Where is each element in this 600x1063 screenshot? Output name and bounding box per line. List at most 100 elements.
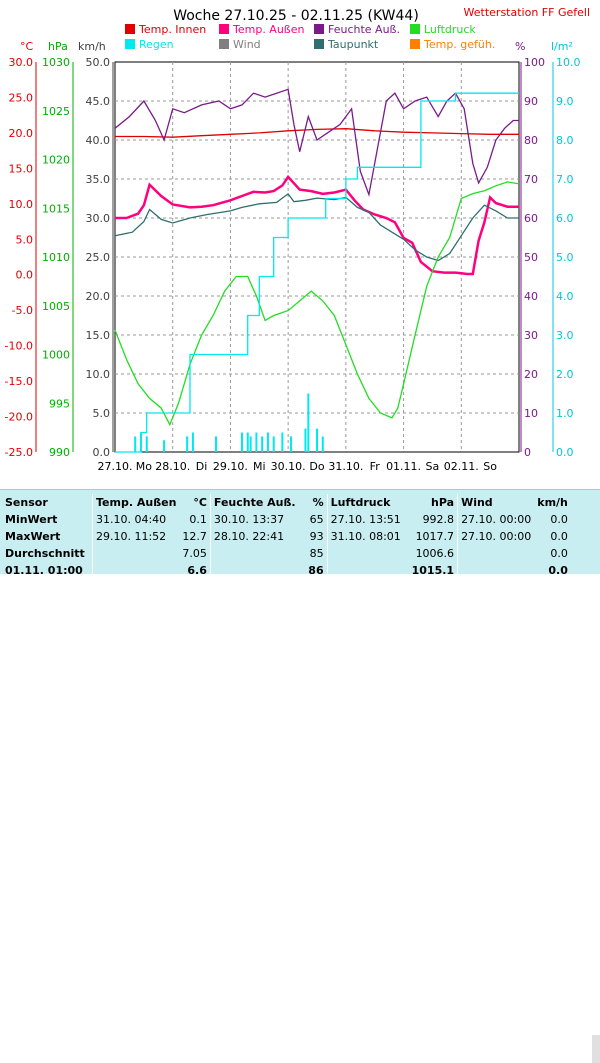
- wind-tick-label: 20.0: [86, 290, 111, 303]
- wind-tick-label: 40.0: [86, 134, 111, 147]
- legend: Temp. Innen Temp. Außen Feuchte Auß. Luftdr…: [125, 23, 495, 51]
- rain-unit-label: l/m²: [551, 40, 573, 53]
- rain-tick-label: 3.0: [556, 329, 574, 342]
- x-tick-label: 28.10.: [155, 460, 190, 473]
- plot-area: -25.0 -20.0 -15.0 -10.0 -5.0 0.0 5.0 10.0 15.0 20…: [5, 56, 581, 473]
- legend-label: Regen: [139, 38, 174, 51]
- temp-tick-label: 30.0: [9, 56, 34, 69]
- table-cell: [209, 562, 299, 579]
- wind-tick-label: 50.0: [86, 56, 111, 69]
- x-tick-label: 30.10.: [271, 460, 306, 473]
- header-wind: Wind: [457, 494, 535, 511]
- chart-title: Woche 27.10.25 - 02.11.25 (KW44): [173, 8, 419, 24]
- wind-tick-label: 0.0: [93, 446, 111, 459]
- series-taupunkt: [114, 192, 519, 262]
- table-cell: 0.1: [189, 513, 207, 526]
- table-row: 01.11. 01:00 6.6 86 1015.1 0.0: [2, 562, 571, 579]
- humidity-tick-label: 80: [524, 134, 538, 147]
- wind-tick-label: 5.0: [93, 407, 111, 420]
- temp-tick-label: -20.0: [5, 411, 33, 424]
- header-temp: Temp. Außen: [92, 494, 180, 511]
- legend-label: Luftdruck: [424, 23, 476, 36]
- table-cell: 0.0: [550, 530, 568, 543]
- x-tick-label: Sa: [426, 460, 440, 473]
- table-cell: 30.10. 13:37: [209, 511, 299, 528]
- rain-tick-label: 6.0: [556, 212, 574, 225]
- pressure-tick-label: 1000: [42, 349, 70, 362]
- rain-tick-label: 9.0: [556, 95, 574, 108]
- header-pressure: Luftdruck: [326, 494, 409, 511]
- weather-chart-page: Woche 27.10.25 - 02.11.25 (KW44) Wetters…: [0, 6, 600, 1063]
- table-cell: 7.05: [182, 547, 207, 560]
- table-cell: 0.0: [550, 547, 568, 560]
- temp-tick-label: -5.0: [12, 304, 33, 317]
- pressure-tick-label: 1020: [42, 154, 70, 167]
- humidity-tick-label: 90: [524, 95, 538, 108]
- temp-tick-label: 20.0: [9, 127, 34, 140]
- x-tick-label: Mi: [253, 460, 266, 473]
- table-cell: MaxWert: [5, 530, 61, 543]
- rain-tick-label: 1.0: [556, 407, 574, 420]
- temp-tick-label: -25.0: [5, 446, 33, 459]
- table-cell: [92, 562, 180, 579]
- table-cell: [457, 545, 535, 562]
- legend-swatch: [410, 39, 420, 49]
- weather-chart: Woche 27.10.25 - 02.11.25 (KW44) Wetters…: [5, 6, 590, 473]
- x-tick-label: 31.10.: [328, 460, 363, 473]
- x-tick-label: Do: [309, 460, 324, 473]
- rain-tick-label: 0.0: [556, 446, 574, 459]
- table-cell: MinWert: [5, 513, 58, 526]
- summary-table: Sensor Temp. Außen °C Feuchte Auß. % Luf…: [2, 494, 571, 579]
- table-cell: 6.6: [187, 564, 207, 577]
- table-cell: 86: [308, 564, 324, 577]
- x-tick-label: 02.11.: [444, 460, 479, 473]
- humidity-tick-label: 50: [524, 251, 538, 264]
- wind-tick-label: 35.0: [86, 173, 111, 186]
- scrollbar[interactable]: [592, 1035, 600, 1063]
- legend-swatch: [125, 39, 135, 49]
- summary-table-panel: Sensor Temp. Außen °C Feuchte Auß. % Luf…: [0, 489, 600, 1063]
- table-cell: 85: [309, 547, 324, 560]
- header-pressure-unit: hPa: [431, 496, 455, 509]
- rain-tick-label: 8.0: [556, 134, 574, 147]
- rain-tick-label: 2.0: [556, 368, 574, 381]
- pressure-tick-label: 990: [49, 446, 70, 459]
- table-cell: [209, 545, 299, 562]
- x-tick-label: So: [483, 460, 497, 473]
- humidity-tick-label: 10: [524, 407, 538, 420]
- x-tick-label: 01.11.: [386, 460, 421, 473]
- table-cell: 0.0: [550, 513, 568, 526]
- table-cell: 28.10. 22:41: [209, 528, 299, 545]
- wind-tick-label: 45.0: [86, 95, 111, 108]
- temp-tick-label: 0.0: [16, 269, 34, 282]
- table-cell: [457, 562, 535, 579]
- legend-swatch: [314, 39, 324, 49]
- table-cell: Durchschnitt: [5, 547, 85, 560]
- x-tick-label: Di: [196, 460, 208, 473]
- axis-units: °C hPa km/h % l/m²: [20, 40, 573, 53]
- series-regen: [115, 92, 519, 453]
- temp-tick-label: -10.0: [5, 340, 33, 353]
- series-temp-innen: [115, 128, 519, 138]
- humidity-tick-label: 20: [524, 368, 538, 381]
- humidity-tick-label: 60: [524, 212, 538, 225]
- rain-tick-label: 4.0: [556, 290, 574, 303]
- legend-swatch: [219, 24, 229, 34]
- table-cell: 31.10. 08:01: [326, 528, 409, 545]
- x-tick-label: 29.10.: [213, 460, 248, 473]
- table-cell: 93: [309, 530, 324, 543]
- legend-label: Temp. Außen: [232, 23, 305, 36]
- legend-label: Taupunkt: [327, 38, 379, 51]
- header-sensor: Sensor: [5, 496, 48, 509]
- temp-unit-label: °C: [20, 40, 34, 53]
- x-tick-label: Mo: [136, 460, 152, 473]
- pressure-unit-label: hPa: [48, 40, 68, 53]
- temp-tick-label: -15.0: [5, 375, 33, 388]
- temp-tick-label: 25.0: [9, 91, 34, 104]
- table-row: Durchschnitt 7.05 85 1006.6 0.0: [2, 545, 571, 562]
- legend-swatch: [125, 24, 135, 34]
- legend-swatch: [219, 39, 229, 49]
- humidity-tick-label: 0: [524, 446, 531, 459]
- humidity-tick-label: 100: [524, 56, 545, 69]
- header-temp-unit: °C: [193, 496, 207, 509]
